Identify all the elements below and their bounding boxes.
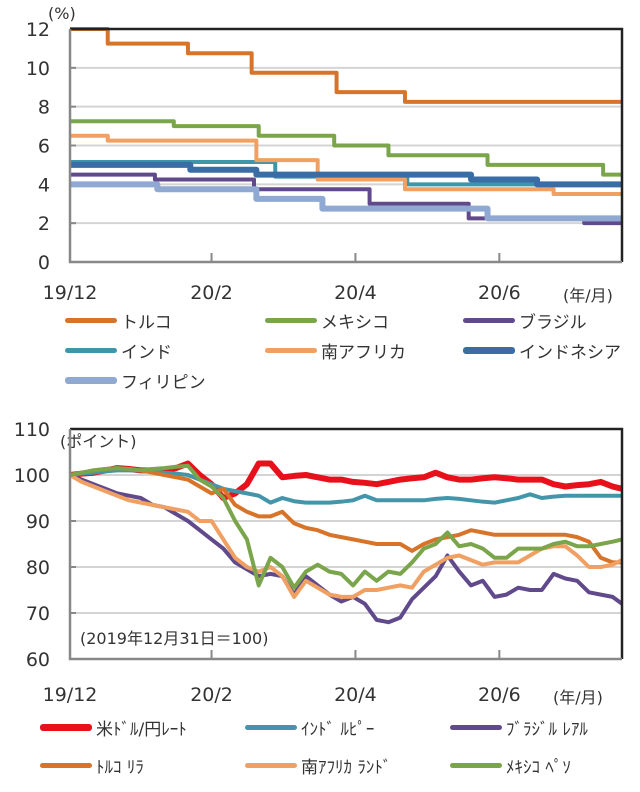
legend-label: インドネシア — [519, 343, 621, 363]
legend-swatch — [265, 348, 317, 353]
legend-item: ﾌﾞﾗｼﾞﾙ ﾚｱﾙ — [450, 715, 588, 740]
legend-swatch — [450, 725, 502, 730]
x-tick-label: 20/2 — [190, 282, 233, 300]
legend-item: フィリピン — [65, 368, 206, 393]
legend-label: 米ﾄﾞﾙ/円ﾚｰﾄ — [96, 720, 187, 740]
legend-swatch — [245, 763, 297, 768]
legend-item: ブラジル — [463, 308, 587, 333]
legend-label: ﾌﾞﾗｼﾞﾙ ﾚｱﾙ — [506, 720, 588, 740]
chart2-annotation: (2019年12月31日＝100) — [80, 629, 269, 648]
y-tick-label: 12 — [26, 19, 50, 41]
series-line-4 — [68, 473, 623, 599]
legend-item: インドネシア — [463, 338, 621, 363]
chart2-x-unit: (年/月) — [553, 688, 603, 707]
chart2-y-unit: (ポイント) — [60, 432, 137, 451]
legend-label: ｲﾝﾄﾞ ﾙﾋﾟｰ — [301, 720, 375, 740]
legend-item: メキシコ — [265, 308, 389, 333]
x-tick-label: 19/12 — [43, 684, 98, 706]
y-tick-label: 60 — [26, 649, 50, 671]
legend-swatch — [65, 348, 117, 353]
legend-item: ｲﾝﾄﾞ ﾙﾋﾟｰ — [245, 715, 374, 740]
x-tick-label: 20/4 — [334, 684, 377, 706]
y-tick-label: 0 — [38, 252, 50, 274]
x-tick-label: 20/6 — [478, 684, 521, 706]
legend-label: ﾄﾙｺ ﾘﾗ — [96, 758, 144, 778]
y-tick-label: 4 — [38, 174, 50, 196]
legend-item: ﾒｷｼｺ ﾍﾟｿ — [450, 753, 571, 778]
series-line-5 — [69, 463, 623, 590]
x-tick-label: 20/6 — [478, 282, 521, 300]
y-tick-label: 8 — [38, 97, 50, 119]
y-tick-label: 10 — [26, 58, 50, 80]
fx-index-chart: 60 70 80 90 100 110 19/12 20/2 20/4 20/6 — [14, 420, 624, 706]
legend-label: 南ｱﾌﾘｶ ﾗﾝﾄﾞ — [301, 758, 392, 778]
y-tick-label: 80 — [26, 557, 50, 579]
x-tick-label: 20/4 — [334, 282, 377, 300]
y-tick-label: 90 — [26, 511, 50, 533]
legend-swatch — [65, 377, 117, 384]
y-tick-label: 70 — [26, 603, 50, 625]
legend-swatch — [450, 763, 502, 768]
legend-label: ブラジル — [519, 313, 587, 333]
legend-label: インド — [121, 343, 172, 363]
series-line-4 — [70, 133, 622, 197]
legend-item: ﾄﾙｺ ﾘﾗ — [40, 753, 144, 778]
legend-item: 米ﾄﾞﾙ/円ﾚｰﾄ — [40, 715, 187, 740]
series-line-5 — [70, 161, 622, 188]
legend-item: トルコ — [65, 308, 172, 333]
plot-frame-top-right — [70, 427, 624, 659]
legend-item: インド — [65, 338, 172, 363]
y-tick-label: 100 — [14, 465, 50, 487]
legend-swatch — [40, 724, 92, 731]
legend-item: 南アフリカ — [265, 338, 406, 363]
legend-swatch — [245, 725, 297, 730]
legend-label: トルコ — [121, 313, 172, 333]
series-line-0 — [70, 27, 622, 104]
legend-item: 南ｱﾌﾘｶ ﾗﾝﾄﾞ — [245, 753, 391, 778]
plot-axes — [68, 429, 622, 661]
x-tick-label: 20/2 — [190, 684, 233, 706]
series-line-0 — [69, 460, 623, 501]
chart1-x-unit: (年/月) — [563, 286, 613, 305]
legend-label: ﾒｷｼｺ ﾍﾟｿ — [506, 758, 571, 778]
series-line-1 — [70, 119, 622, 177]
y-tick-label: 2 — [38, 213, 50, 235]
x-tick-label: 19/12 — [43, 282, 98, 300]
chart1-y-unit: (%) — [48, 4, 76, 23]
legend-label: メキシコ — [321, 313, 389, 333]
legend-swatch — [463, 347, 515, 354]
policy-rate-chart: 0 2 4 6 8 10 12 19/12 20/2 20/4 20/6 — [26, 19, 624, 300]
legend-label: 南アフリカ — [321, 343, 406, 363]
series-line-1 — [69, 468, 622, 505]
legend-label: フィリピン — [121, 373, 206, 393]
y-tick-label: 6 — [38, 136, 50, 158]
plot-axes — [68, 29, 622, 264]
y-tick-label: 110 — [14, 420, 50, 441]
legend-swatch — [463, 318, 515, 323]
legend-swatch — [65, 318, 117, 323]
legend-swatch — [40, 763, 92, 768]
plot-frame-top-right — [70, 27, 624, 262]
series-line-6 — [70, 181, 622, 222]
legend-swatch — [265, 318, 317, 323]
series-line-3 — [69, 466, 622, 565]
